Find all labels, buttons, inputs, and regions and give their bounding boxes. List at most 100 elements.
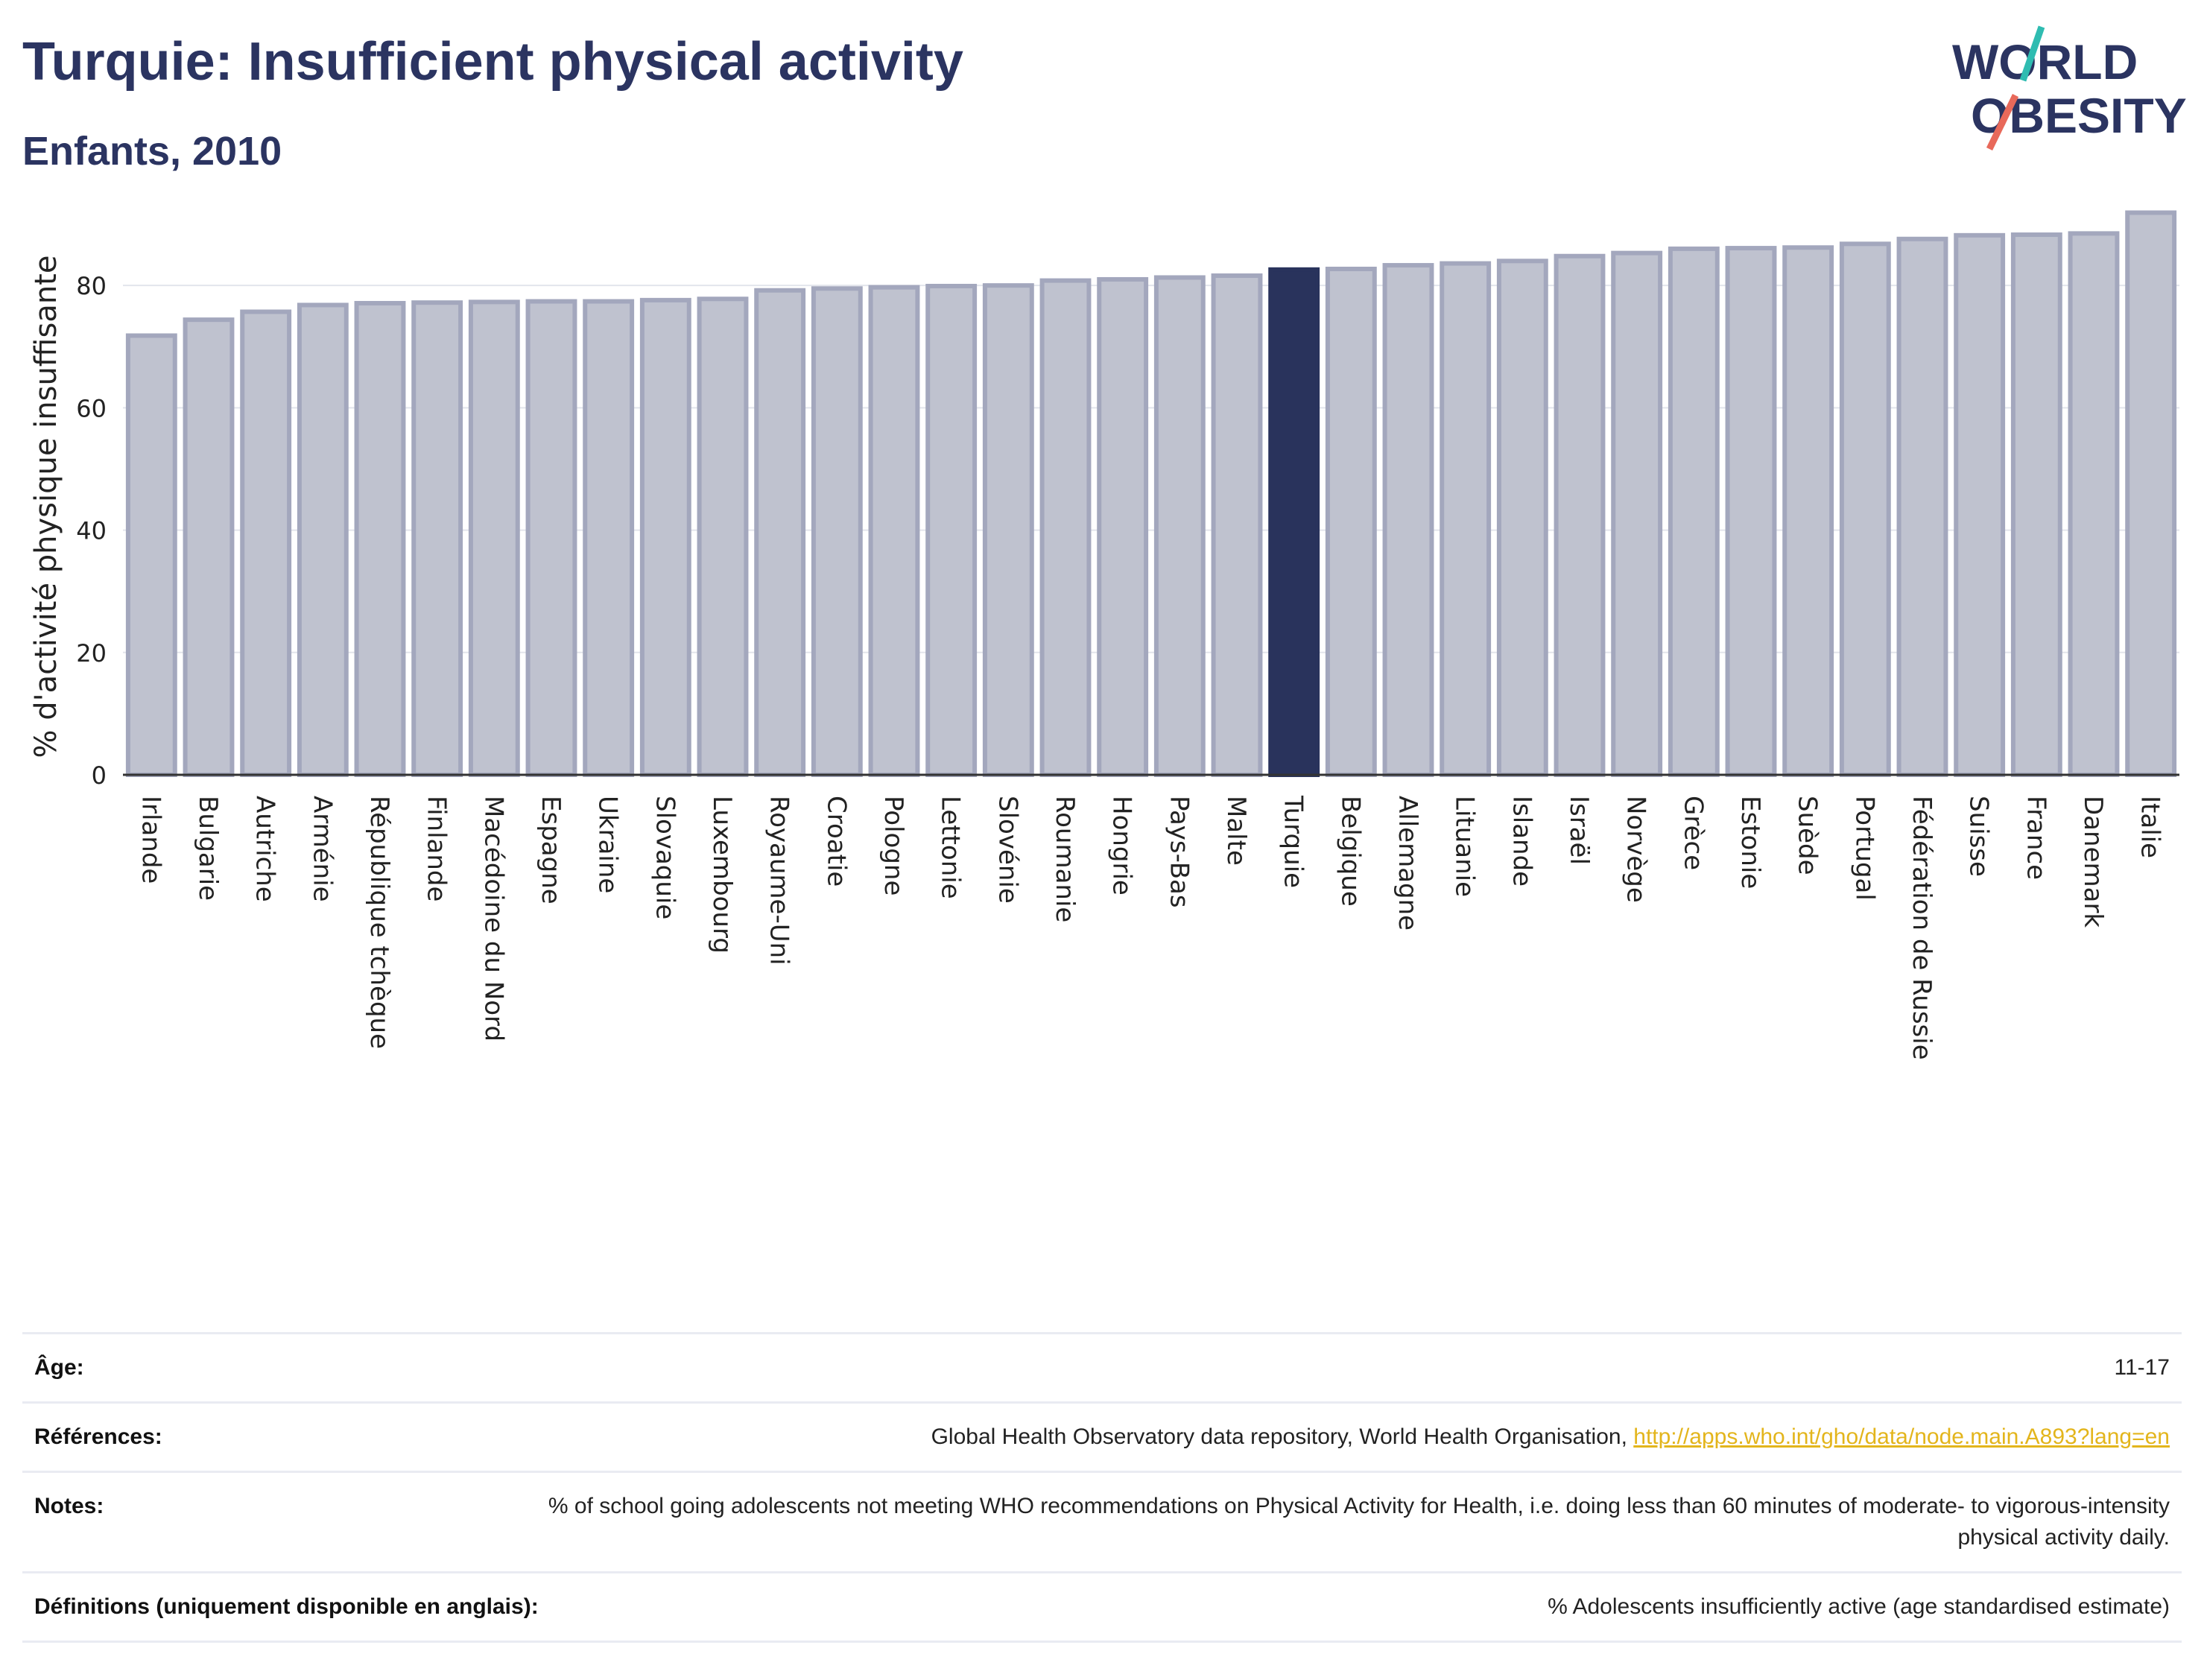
bar-bulgarie[interactable] <box>183 317 235 777</box>
x-tick-label: Bulgarie <box>193 796 223 901</box>
bar-arm-nie[interactable] <box>297 302 349 777</box>
bar-r-publique-tch-que[interactable] <box>354 300 406 777</box>
bar-estonie[interactable] <box>1725 246 1777 777</box>
bar-pologne[interactable] <box>868 285 920 778</box>
x-tick-label: Irlande <box>136 796 165 884</box>
x-tick-label: Portugal <box>1849 796 1879 901</box>
logo-slash-top <box>2019 25 2045 82</box>
bar-danemark[interactable] <box>2068 231 2120 777</box>
x-tick-label: Roumanie <box>1050 796 1080 922</box>
x-tick-label: Slovénie <box>992 796 1022 904</box>
info-table: Âge: 11-17 Références: Global Health Obs… <box>22 1332 2182 1643</box>
x-tick-label: Espagne <box>536 796 566 904</box>
info-row-age: Âge: 11-17 <box>22 1332 2182 1401</box>
x-tick-label: Estonie <box>1735 796 1765 889</box>
bar-su-de[interactable] <box>1782 245 1834 777</box>
info-label: Notes: <box>34 1494 104 1518</box>
bar-f-d-ration-de-russie[interactable] <box>1896 236 1948 778</box>
x-tick-label: Pologne <box>878 796 908 896</box>
bar-mac-doine-du-nord[interactable] <box>468 299 520 778</box>
chart-subtitle: Enfants, 2010 <box>22 129 282 174</box>
info-label: Âge: <box>34 1355 84 1380</box>
bar-malte[interactable] <box>1211 273 1263 777</box>
logo-slash-bottom <box>1986 94 2019 150</box>
bar-royaume-uni[interactable] <box>754 288 806 777</box>
x-tick-label: Turquie <box>1279 795 1308 888</box>
bar-espagne[interactable] <box>525 299 577 777</box>
info-value: Global Health Observatory data repositor… <box>541 1421 2170 1453</box>
bar-italie[interactable] <box>2125 210 2177 777</box>
y-tick-label: 0 <box>92 761 107 790</box>
bar-allemagne[interactable] <box>1382 263 1434 777</box>
x-tick-label: Royaume-Uni <box>764 796 794 966</box>
info-row-notes: Notes: % of school going adolescents not… <box>22 1471 2182 1571</box>
chart-title: Turquie: Insufficient physical activity <box>22 32 963 92</box>
info-value: 11-17 <box>2114 1355 2170 1380</box>
bars <box>125 210 2177 778</box>
bar-slovaquie[interactable] <box>639 297 691 777</box>
bar-norv-ge[interactable] <box>1611 250 1663 778</box>
y-tick-label: 80 <box>76 272 107 300</box>
x-tick-label: Luxembourg <box>707 796 737 954</box>
x-tick-label: Lettonie <box>936 796 966 899</box>
x-tick-label: Grèce <box>1678 796 1708 870</box>
world-obesity-logo: WORLD OBESITY <box>1952 25 2187 150</box>
bar-autriche[interactable] <box>240 309 292 778</box>
y-axis-label: % d'activité physique insuffisante <box>29 256 63 758</box>
x-tick-label: Italie <box>2135 796 2165 858</box>
bar-islande[interactable] <box>1496 259 1548 777</box>
info-row-references: Références: Global Health Observatory da… <box>22 1401 2182 1471</box>
x-tick-label: Finlande <box>422 796 452 901</box>
y-tick-label: 20 <box>76 639 107 668</box>
bar-belgique[interactable] <box>1325 266 1377 777</box>
logo-line1: WORLD <box>1952 34 2138 89</box>
bar-gr-ce[interactable] <box>1668 246 1720 778</box>
bar-lettonie[interactable] <box>925 283 978 777</box>
bar-croatie[interactable] <box>811 286 863 777</box>
reference-link[interactable]: http://apps.who.int/gho/data/node.main.A… <box>1633 1424 2170 1449</box>
bar-luxembourg[interactable] <box>697 297 749 777</box>
info-value: % of school going adolescents not meetin… <box>548 1494 2170 1550</box>
info-label: Définitions (uniquement disponible en an… <box>34 1594 539 1619</box>
x-tick-label: Belgique <box>1335 796 1365 907</box>
x-tick-label: Suisse <box>1964 796 1994 877</box>
x-tick-label: Allemagne <box>1393 796 1422 931</box>
bar-finlande[interactable] <box>411 300 463 778</box>
bar-ukraine[interactable] <box>583 299 635 777</box>
x-tick-label: République tchèque <box>364 796 394 1049</box>
bar-hongrie[interactable] <box>1097 276 1149 777</box>
bar-suisse[interactable] <box>1954 232 2006 777</box>
x-tick-label: Autriche <box>250 796 280 902</box>
x-tick-label: Hongrie <box>1107 796 1137 896</box>
bar-turquie[interactable] <box>1268 267 1320 777</box>
bar-isra-l[interactable] <box>1554 253 1606 777</box>
bar-irlande[interactable] <box>125 333 177 778</box>
info-label: Références: <box>34 1424 162 1449</box>
x-tick-label: Danemark <box>2078 796 2108 928</box>
x-tick-label: Norvège <box>1621 796 1651 903</box>
bar-pays-bas[interactable] <box>1153 275 1206 778</box>
info-value: % Adolescents insufficiently active (age… <box>1548 1594 2170 1619</box>
x-tick-label: Ukraine <box>593 796 623 893</box>
bar-france[interactable] <box>2010 232 2062 778</box>
axes: 0 20 40 60 80 Irlande Bulgarie Autriche Arménie R… <box>76 272 2179 1060</box>
x-tick-label: France <box>2021 796 2051 880</box>
y-tick-label: 60 <box>76 394 107 422</box>
reference-text: Global Health Observatory data repositor… <box>931 1424 1634 1449</box>
x-tick-label: Malte <box>1221 796 1251 866</box>
x-tick-label: Pays-Bas <box>1164 796 1194 908</box>
x-tick-label: Croatie <box>821 796 851 887</box>
x-tick-label: Islande <box>1507 796 1536 887</box>
bar-slov-nie[interactable] <box>982 283 1034 777</box>
x-tick-label: Slovaquie <box>650 796 680 919</box>
bar-roumanie[interactable] <box>1039 278 1092 777</box>
x-tick-label: Suède <box>1793 796 1823 875</box>
y-tick-label: 40 <box>76 517 107 545</box>
bar-portugal[interactable] <box>1839 241 1891 778</box>
bar-chart: 0 20 40 60 80 Irlande Bulgarie Autriche Arménie R… <box>29 210 2179 1060</box>
info-row-definitions: Définitions (uniquement disponible en an… <box>22 1571 2182 1643</box>
x-tick-label: Israël <box>1564 796 1594 865</box>
gridlines <box>123 285 2179 653</box>
x-tick-label: Macédoine du Nord <box>478 796 508 1042</box>
bar-lituanie[interactable] <box>1440 261 1492 778</box>
